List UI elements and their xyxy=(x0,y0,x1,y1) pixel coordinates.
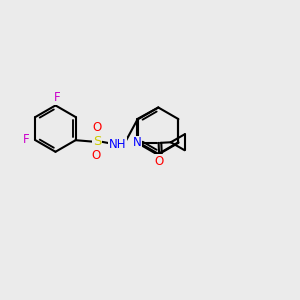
Text: F: F xyxy=(54,92,60,104)
Text: S: S xyxy=(93,135,101,148)
Text: NH: NH xyxy=(109,138,127,151)
Text: F: F xyxy=(22,133,29,146)
Text: O: O xyxy=(92,149,101,162)
Text: O: O xyxy=(154,155,164,168)
Text: O: O xyxy=(92,121,102,134)
Text: N: N xyxy=(133,136,142,149)
